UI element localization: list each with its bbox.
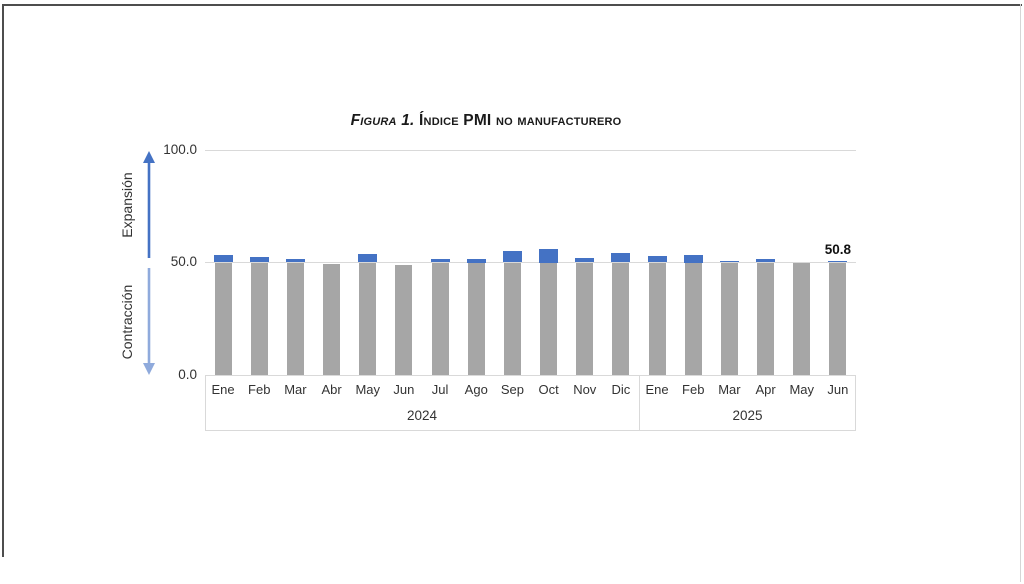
bar-segment-below-baseline	[829, 262, 847, 375]
gridline-50	[205, 262, 856, 263]
bar-segment-above-baseline	[502, 251, 522, 263]
bar-segment-above-baseline	[683, 254, 703, 263]
bar-segment-above-baseline	[539, 249, 559, 263]
x-axis-label-box	[205, 375, 856, 431]
bar-segment-above-baseline	[466, 259, 486, 263]
bar-segment-above-baseline	[828, 260, 848, 263]
x-axis-year-label: 2024	[406, 408, 438, 423]
axis-arrows	[143, 151, 155, 375]
gridline-100	[205, 150, 856, 151]
bar-segment-above-baseline	[611, 253, 631, 263]
contraction-arrow	[143, 268, 155, 375]
bar-segment-above-baseline	[756, 258, 776, 263]
bar-segment-above-baseline	[430, 259, 450, 263]
bar-segment-below-baseline	[250, 262, 268, 375]
x-axis-month-label: Jun	[393, 382, 415, 397]
x-axis-group-divider	[639, 375, 640, 431]
x-axis-month-label: Ene	[211, 382, 235, 397]
bar-segment-above-baseline	[213, 254, 233, 263]
x-axis-month-label: Feb	[248, 382, 271, 397]
bar-segment-below-baseline	[540, 262, 558, 375]
x-axis-month-label: Mar	[284, 382, 307, 397]
bar-segment-above-baseline	[358, 253, 378, 263]
bar-segment-below-baseline	[648, 262, 666, 375]
x-axis-month-label: Mar	[718, 382, 741, 397]
y-tick-100: 100.0	[163, 142, 197, 157]
chart-title: Figura 1. Índice PMI no manufacturero	[186, 112, 786, 130]
page-border-left	[2, 4, 4, 557]
bar-segment-above-baseline	[285, 259, 305, 263]
bar-segment-below-baseline	[359, 262, 377, 375]
x-axis-month-label: May	[355, 382, 381, 397]
bar-segment-below-baseline	[720, 262, 738, 375]
x-axis-month-label: Oct	[538, 382, 559, 397]
x-axis-year-label: 2025	[732, 408, 763, 423]
chart-title-prefix: Figura 1.	[350, 112, 415, 129]
bar-segment-below-baseline	[395, 265, 413, 375]
bar-segment-below-baseline	[684, 262, 702, 375]
x-axis-month-label: Dic	[611, 382, 631, 397]
y-tick-50: 50.0	[170, 254, 197, 269]
x-axis-month-label: Feb	[682, 382, 705, 397]
bar-segment-above-baseline	[575, 257, 595, 263]
bar-segment-below-baseline	[612, 262, 630, 375]
bar-segment-below-baseline	[467, 262, 485, 375]
bar-segment-below-baseline	[576, 262, 594, 375]
x-axis-month-label: Apr	[755, 382, 776, 397]
bar-segment-above-baseline	[647, 256, 667, 263]
bar-value-label: 50.8	[824, 241, 852, 257]
x-axis-month-label: Ene	[645, 382, 669, 397]
page-border-right	[1020, 4, 1021, 582]
bar-segment-above-baseline	[249, 256, 269, 263]
bar-segment-above-baseline	[719, 260, 739, 263]
x-axis-month-label: Nov	[573, 382, 597, 397]
chart-title-main: Índice PMI no manufacturero	[419, 112, 622, 129]
bar-segment-below-baseline	[793, 262, 811, 375]
bar-segment-below-baseline	[214, 262, 232, 375]
expansion-arrow	[143, 151, 155, 258]
bar-segment-below-baseline	[431, 262, 449, 375]
x-axis-month-label: Abr	[321, 382, 342, 397]
bar-segment-below-baseline	[286, 262, 304, 375]
bar-segment-below-baseline	[503, 262, 521, 375]
x-axis-month-label: May	[789, 382, 815, 397]
bar-segment-below-baseline	[757, 262, 775, 375]
page-border-top	[2, 4, 1022, 6]
bar-segment-below-baseline	[323, 263, 341, 375]
x-axis-month-label: Jul	[431, 382, 449, 397]
x-axis-month-label: Jun	[827, 382, 849, 397]
x-axis-month-label: Sep	[500, 382, 524, 397]
x-axis-month-label: Ago	[464, 382, 488, 397]
y-tick-0: 0.0	[178, 367, 197, 382]
